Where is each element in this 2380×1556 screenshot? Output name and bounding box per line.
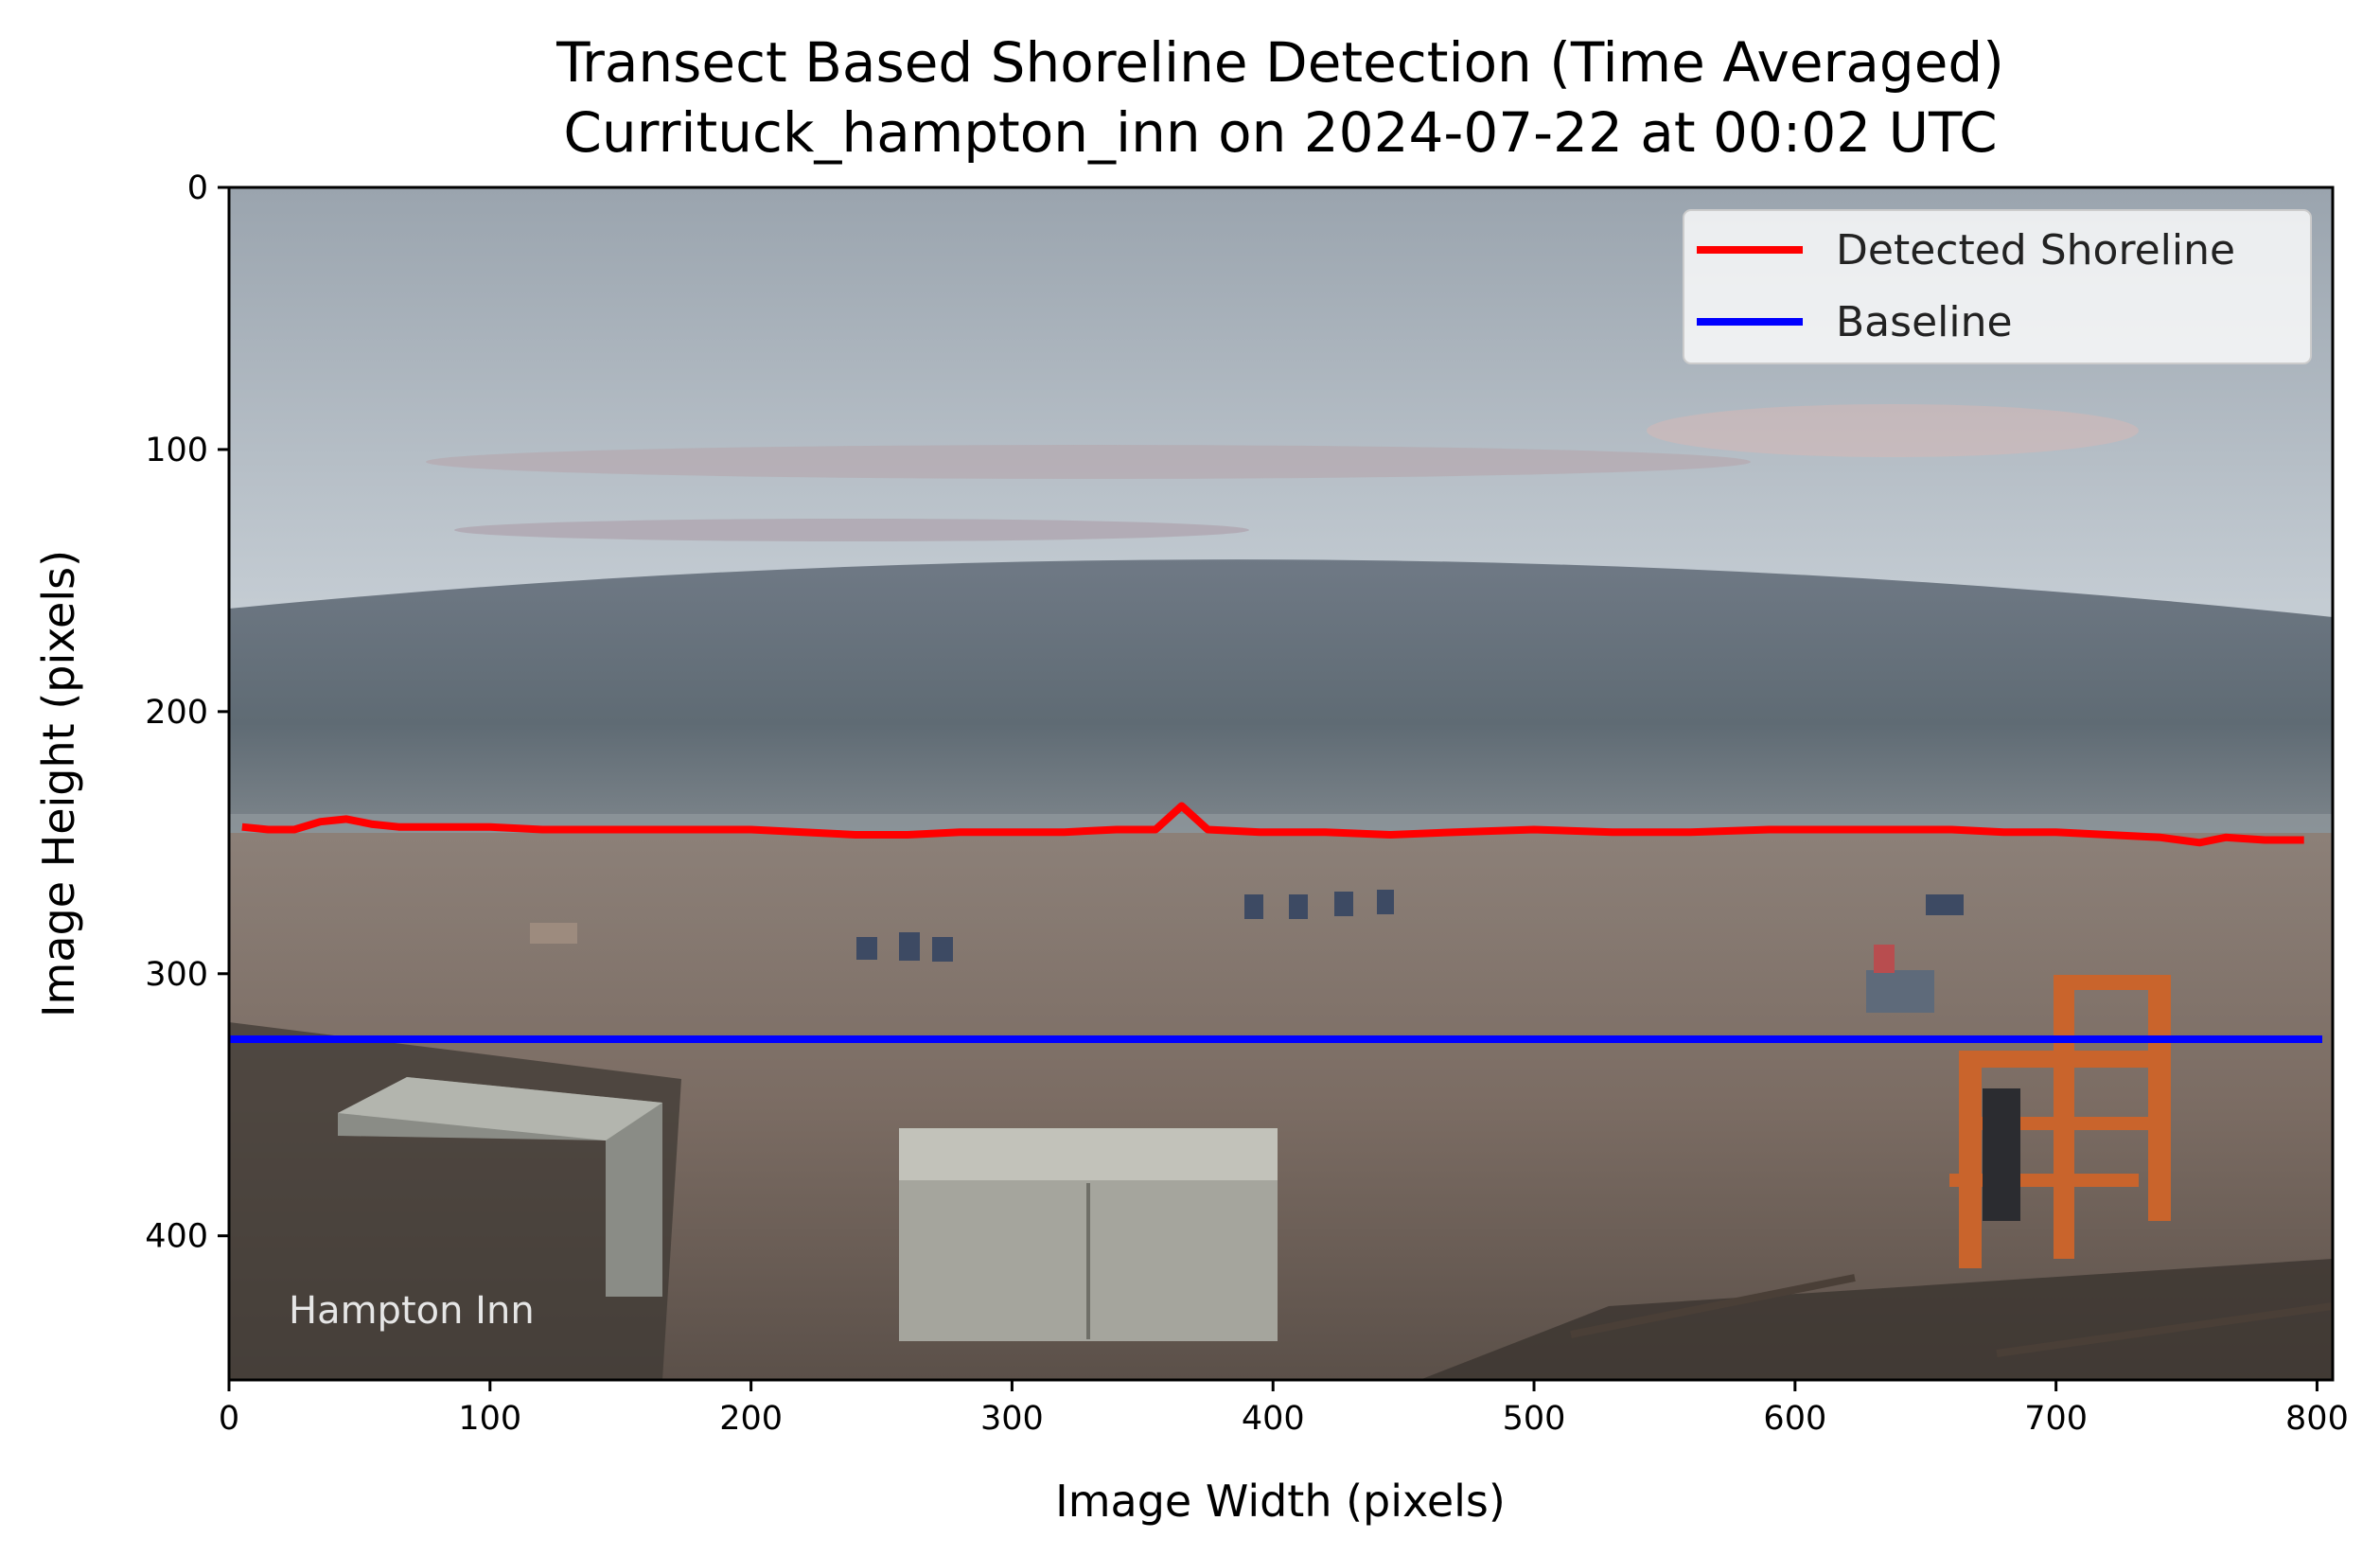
y-tick-label: 400: [145, 1218, 208, 1256]
y-tick-label: 0: [187, 169, 208, 207]
y-tick-label: 200: [145, 694, 208, 732]
x-tick-label: 100: [458, 1400, 521, 1438]
x-tick-label: 600: [1763, 1400, 1826, 1438]
y-tick-label: 300: [145, 956, 208, 994]
x-tick-label: 500: [1503, 1400, 1566, 1438]
y-tick-label: 100: [145, 432, 208, 469]
x-tick-label: 800: [2285, 1400, 2349, 1438]
chart-subtitle: Currituck_hampton_inn on 2024-07-22 at 0…: [563, 100, 1997, 165]
plot-frame: [227, 186, 2335, 1382]
legend: Detected Shoreline Baseline: [1683, 209, 2312, 364]
y-axis-ticks: 0 100 200 300 400: [145, 169, 229, 1256]
x-tick-label: 700: [2024, 1400, 2088, 1438]
legend-label-detected-shoreline: Detected Shoreline: [1836, 226, 2235, 274]
series-line-detected-shoreline: [241, 802, 2304, 847]
x-axis-label: Image Width (pixels): [1055, 1476, 1506, 1527]
legend-box: [1683, 209, 2312, 364]
x-tick-label: 0: [219, 1400, 239, 1438]
chart-title: Transect Based Shoreline Detection (Time…: [555, 30, 2004, 95]
x-tick-label: 400: [1242, 1400, 1305, 1438]
y-axis-label: Image Height (pixels): [33, 550, 84, 1017]
x-tick-label: 300: [980, 1400, 1044, 1438]
x-axis-ticks: 0 100 200 300 400 500 600 700 800: [219, 1380, 2349, 1438]
legend-label-baseline: Baseline: [1836, 298, 2013, 346]
x-tick-label: 200: [719, 1400, 783, 1438]
webcam-background-image: Hampton Inn: [229, 187, 2333, 1380]
hampton-inn-watermark: Hampton Inn: [289, 1289, 535, 1333]
